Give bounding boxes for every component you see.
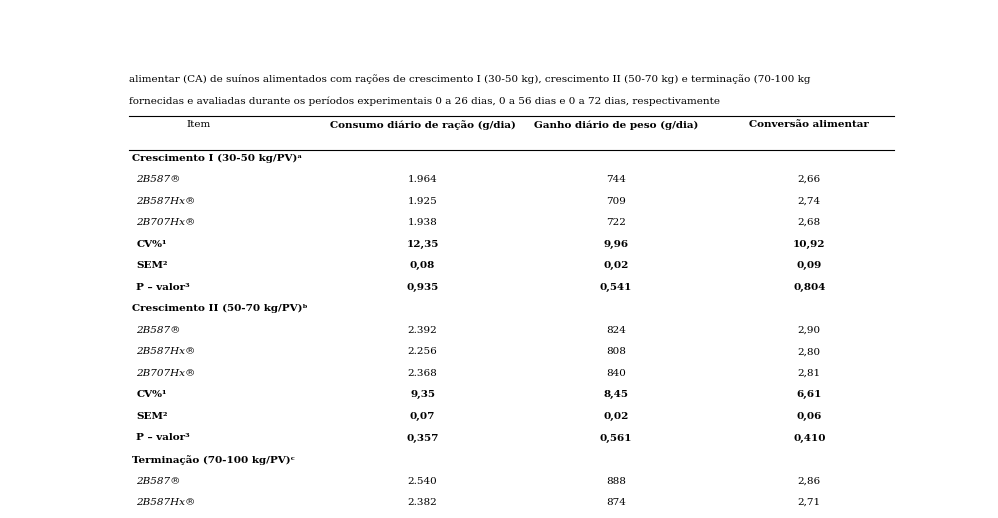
Text: 2.382: 2.382 [407, 498, 437, 507]
Text: 2.392: 2.392 [407, 326, 437, 335]
Text: 2.256: 2.256 [407, 348, 437, 356]
Text: 0,02: 0,02 [603, 261, 629, 270]
Text: 0,561: 0,561 [600, 434, 632, 442]
Text: Crescimento I (30-50 kg/PV)ᵃ: Crescimento I (30-50 kg/PV)ᵃ [133, 153, 302, 163]
Text: 0,07: 0,07 [410, 412, 435, 421]
Text: Ganho diário de peso (g/dia): Ganho diário de peso (g/dia) [534, 120, 698, 130]
Text: 2B707Hx®: 2B707Hx® [137, 369, 196, 378]
Text: Crescimento II (50-70 kg/PV)ᵇ: Crescimento II (50-70 kg/PV)ᵇ [133, 304, 308, 313]
Text: Consumo diário de ração (g/dia): Consumo diário de ração (g/dia) [329, 120, 515, 131]
Text: 2,90: 2,90 [797, 326, 820, 335]
Text: 874: 874 [606, 498, 626, 507]
Text: SEM²: SEM² [137, 261, 168, 270]
Text: 2B587®: 2B587® [137, 326, 181, 335]
Text: 0,02: 0,02 [603, 412, 629, 421]
Text: 2.368: 2.368 [407, 369, 437, 378]
Text: 722: 722 [606, 218, 626, 227]
Text: 0,08: 0,08 [410, 261, 435, 270]
Text: 2,81: 2,81 [797, 369, 820, 378]
Text: 2.540: 2.540 [407, 477, 437, 485]
Text: 824: 824 [606, 326, 626, 335]
Text: 0,410: 0,410 [793, 434, 825, 442]
Text: 2B587®: 2B587® [137, 477, 181, 485]
Text: fornecidas e avaliadas durante os períodos experimentais 0 a 26 dias, 0 a 56 dia: fornecidas e avaliadas durante os períod… [129, 97, 720, 106]
Text: 0,357: 0,357 [406, 434, 439, 442]
Text: 0,541: 0,541 [600, 283, 632, 292]
Text: 1.925: 1.925 [407, 196, 437, 206]
Text: 2B707Hx®: 2B707Hx® [137, 218, 196, 227]
Text: 9,35: 9,35 [410, 391, 435, 399]
Text: 1.964: 1.964 [407, 175, 437, 184]
Text: 2B587Hx®: 2B587Hx® [137, 348, 196, 356]
Text: SEM²: SEM² [137, 412, 168, 421]
Text: P – valor³: P – valor³ [137, 434, 190, 442]
Text: 888: 888 [606, 477, 626, 485]
Text: P – valor³: P – valor³ [137, 283, 190, 292]
Text: Conversão alimentar: Conversão alimentar [749, 120, 869, 130]
Text: 0,09: 0,09 [796, 261, 822, 270]
Text: 9,96: 9,96 [604, 240, 629, 249]
Text: 8,45: 8,45 [604, 391, 629, 399]
Text: alimentar (CA) de suínos alimentados com rações de crescimento I (30-50 kg), cre: alimentar (CA) de suínos alimentados com… [129, 74, 810, 84]
Text: 2B587®: 2B587® [137, 175, 181, 184]
Text: 10,92: 10,92 [793, 240, 825, 249]
Text: 2,71: 2,71 [797, 498, 820, 507]
Text: 2,74: 2,74 [797, 196, 820, 206]
Text: 2,68: 2,68 [797, 218, 820, 227]
Text: 0,06: 0,06 [796, 412, 822, 421]
Text: 1.938: 1.938 [407, 218, 437, 227]
Text: Item: Item [186, 120, 211, 130]
Text: 2B587Hx®: 2B587Hx® [137, 498, 196, 507]
Text: 0,804: 0,804 [793, 283, 825, 292]
Text: 2,86: 2,86 [797, 477, 820, 485]
Text: 12,35: 12,35 [406, 240, 439, 249]
Text: 709: 709 [606, 196, 626, 206]
Text: 840: 840 [606, 369, 626, 378]
Text: 6,61: 6,61 [796, 391, 822, 399]
Text: 808: 808 [606, 348, 626, 356]
Text: CV%¹: CV%¹ [137, 391, 167, 399]
Text: 2B587Hx®: 2B587Hx® [137, 196, 196, 206]
Text: 0,935: 0,935 [406, 283, 439, 292]
Text: 744: 744 [606, 175, 626, 184]
Text: Terminação (70-100 kg/PV)ᶜ: Terminação (70-100 kg/PV)ᶜ [133, 455, 295, 465]
Text: 2,80: 2,80 [797, 348, 820, 356]
Text: CV%¹: CV%¹ [137, 240, 167, 249]
Text: 2,66: 2,66 [797, 175, 820, 184]
